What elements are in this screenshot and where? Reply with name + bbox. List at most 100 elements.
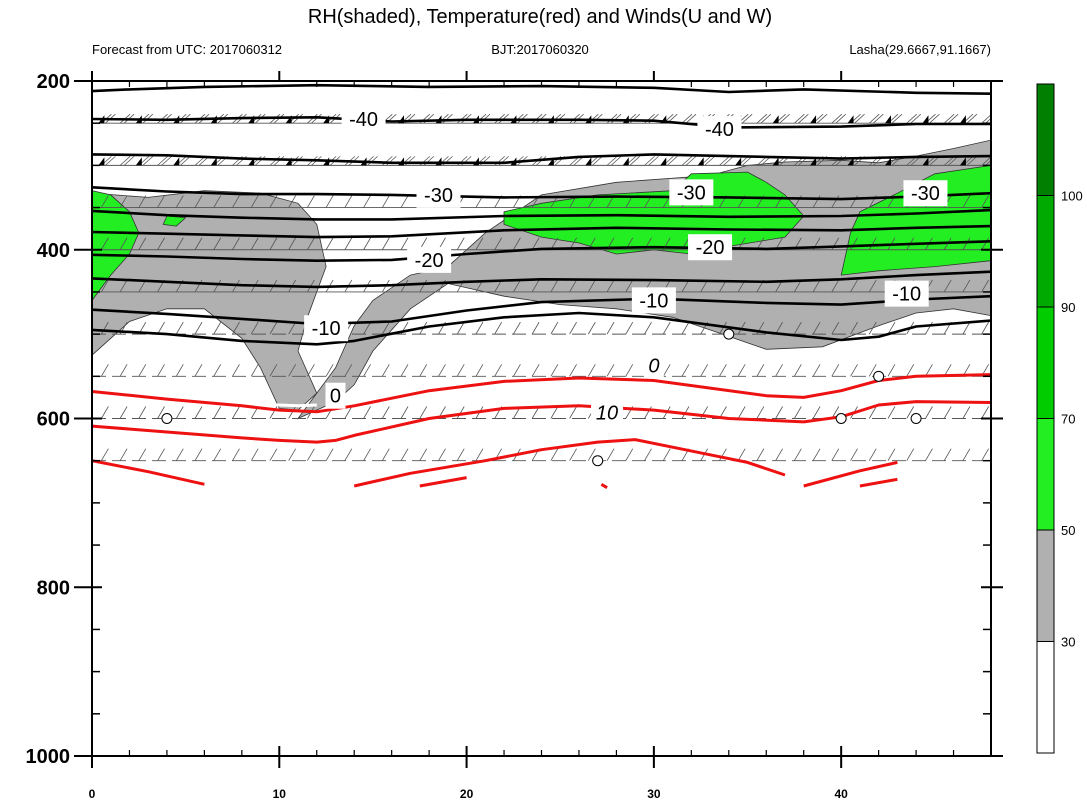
wind-barb bbox=[213, 237, 222, 250]
wind-barb bbox=[756, 448, 765, 461]
wind-barb bbox=[363, 321, 371, 335]
wind-barb bbox=[681, 279, 690, 293]
wind-barb bbox=[775, 321, 783, 335]
isotherm-line bbox=[92, 270, 991, 289]
wind-barb bbox=[606, 279, 615, 293]
temperature-contours-layer bbox=[92, 373, 991, 489]
wind-barb bbox=[232, 195, 240, 208]
wind-barb bbox=[157, 321, 165, 335]
wind-barb bbox=[307, 448, 315, 461]
wind-barb bbox=[943, 279, 952, 293]
temperature-contour bbox=[92, 400, 991, 444]
wind-barb bbox=[180, 156, 191, 166]
wind-barb bbox=[569, 321, 577, 335]
rh-green-region bbox=[503, 171, 805, 255]
wind-barb bbox=[925, 364, 933, 377]
wind-barb bbox=[648, 156, 659, 166]
wind-barb bbox=[325, 448, 334, 461]
wind-barb bbox=[629, 156, 641, 166]
wind-barb bbox=[569, 406, 577, 419]
wind-barb bbox=[175, 448, 184, 461]
wind-barb bbox=[531, 279, 540, 293]
wind-barb bbox=[157, 448, 165, 461]
wind-barb bbox=[382, 156, 393, 166]
wind-barb bbox=[363, 195, 371, 208]
contour-label: -20 bbox=[696, 237, 725, 259]
wind-barb bbox=[569, 364, 577, 377]
wind-barb bbox=[101, 279, 109, 293]
wind-barb bbox=[868, 321, 877, 335]
wind-barb bbox=[157, 156, 168, 166]
wind-barb bbox=[550, 406, 559, 419]
rh-green-region bbox=[162, 215, 187, 227]
wind-barb bbox=[943, 406, 952, 419]
wind-barb bbox=[456, 321, 465, 335]
wind-pennant bbox=[810, 115, 817, 124]
contour-label: -40 bbox=[705, 119, 734, 141]
contour-label: 0 bbox=[330, 386, 341, 408]
wind-barb bbox=[307, 364, 315, 377]
temperature-contour bbox=[803, 460, 898, 488]
wind-barb bbox=[325, 237, 334, 250]
contour-label-box bbox=[591, 399, 624, 426]
wind-barb bbox=[288, 321, 297, 335]
contour-label: 10 bbox=[596, 403, 618, 425]
wind-pennant bbox=[585, 157, 592, 166]
contour-label-box bbox=[304, 315, 349, 342]
wind-barb bbox=[438, 448, 446, 461]
wind-barb bbox=[779, 113, 790, 124]
contour-label-box bbox=[697, 116, 742, 143]
wind-barb bbox=[269, 364, 278, 377]
contour-label: -20 bbox=[415, 250, 444, 272]
wind-barb bbox=[681, 364, 690, 377]
wind-barb bbox=[213, 279, 222, 293]
wind-barb bbox=[929, 113, 940, 124]
wind-barb bbox=[854, 113, 865, 124]
y-tick-label: 600 bbox=[37, 409, 70, 431]
wind-barb bbox=[119, 279, 128, 293]
wind-barb bbox=[887, 448, 896, 461]
wind-barb bbox=[363, 237, 371, 250]
wind-barb bbox=[962, 195, 971, 208]
wind-barb bbox=[798, 113, 809, 124]
wind-barb bbox=[662, 321, 671, 335]
wind-barb bbox=[925, 406, 933, 419]
wind-barb bbox=[831, 448, 840, 461]
bjt-time-label: BJT:2017060320 bbox=[491, 42, 589, 57]
wind-barb bbox=[719, 321, 727, 335]
wind-barb bbox=[887, 406, 896, 419]
wind-barb bbox=[868, 364, 877, 377]
wind-barb bbox=[194, 195, 203, 208]
wind-barb bbox=[812, 321, 821, 335]
wind-barb bbox=[101, 237, 109, 250]
contour-label: -10 bbox=[639, 290, 668, 312]
wind-barb bbox=[138, 237, 147, 250]
wind-barb bbox=[157, 406, 165, 419]
wind-barb bbox=[288, 237, 297, 250]
y-tick-label: 400 bbox=[37, 240, 70, 262]
wind-barb bbox=[793, 448, 802, 461]
wind-barb bbox=[157, 237, 165, 250]
wind-pennant bbox=[922, 157, 929, 166]
wind-barb bbox=[981, 321, 989, 335]
contour-label: -10 bbox=[892, 284, 921, 306]
wind-barb bbox=[592, 113, 603, 124]
wind-barb bbox=[325, 364, 334, 377]
wind-barb bbox=[644, 448, 652, 461]
contour-label-box bbox=[669, 179, 714, 206]
wind-barb bbox=[793, 406, 802, 419]
wind-barb bbox=[250, 237, 259, 250]
wind-barb bbox=[831, 113, 843, 124]
chart-title: RH(shaded), Temperature(red) and Winds(U… bbox=[308, 6, 772, 28]
wind-barb bbox=[610, 113, 622, 124]
wind-barb bbox=[105, 156, 116, 166]
wind-barb bbox=[943, 448, 952, 461]
wind-barb bbox=[142, 156, 154, 166]
wind-barb bbox=[962, 321, 971, 335]
wind-barb bbox=[419, 364, 428, 377]
isotherm-line bbox=[92, 116, 991, 129]
wind-barb bbox=[831, 279, 840, 293]
wind-barb bbox=[910, 113, 921, 124]
